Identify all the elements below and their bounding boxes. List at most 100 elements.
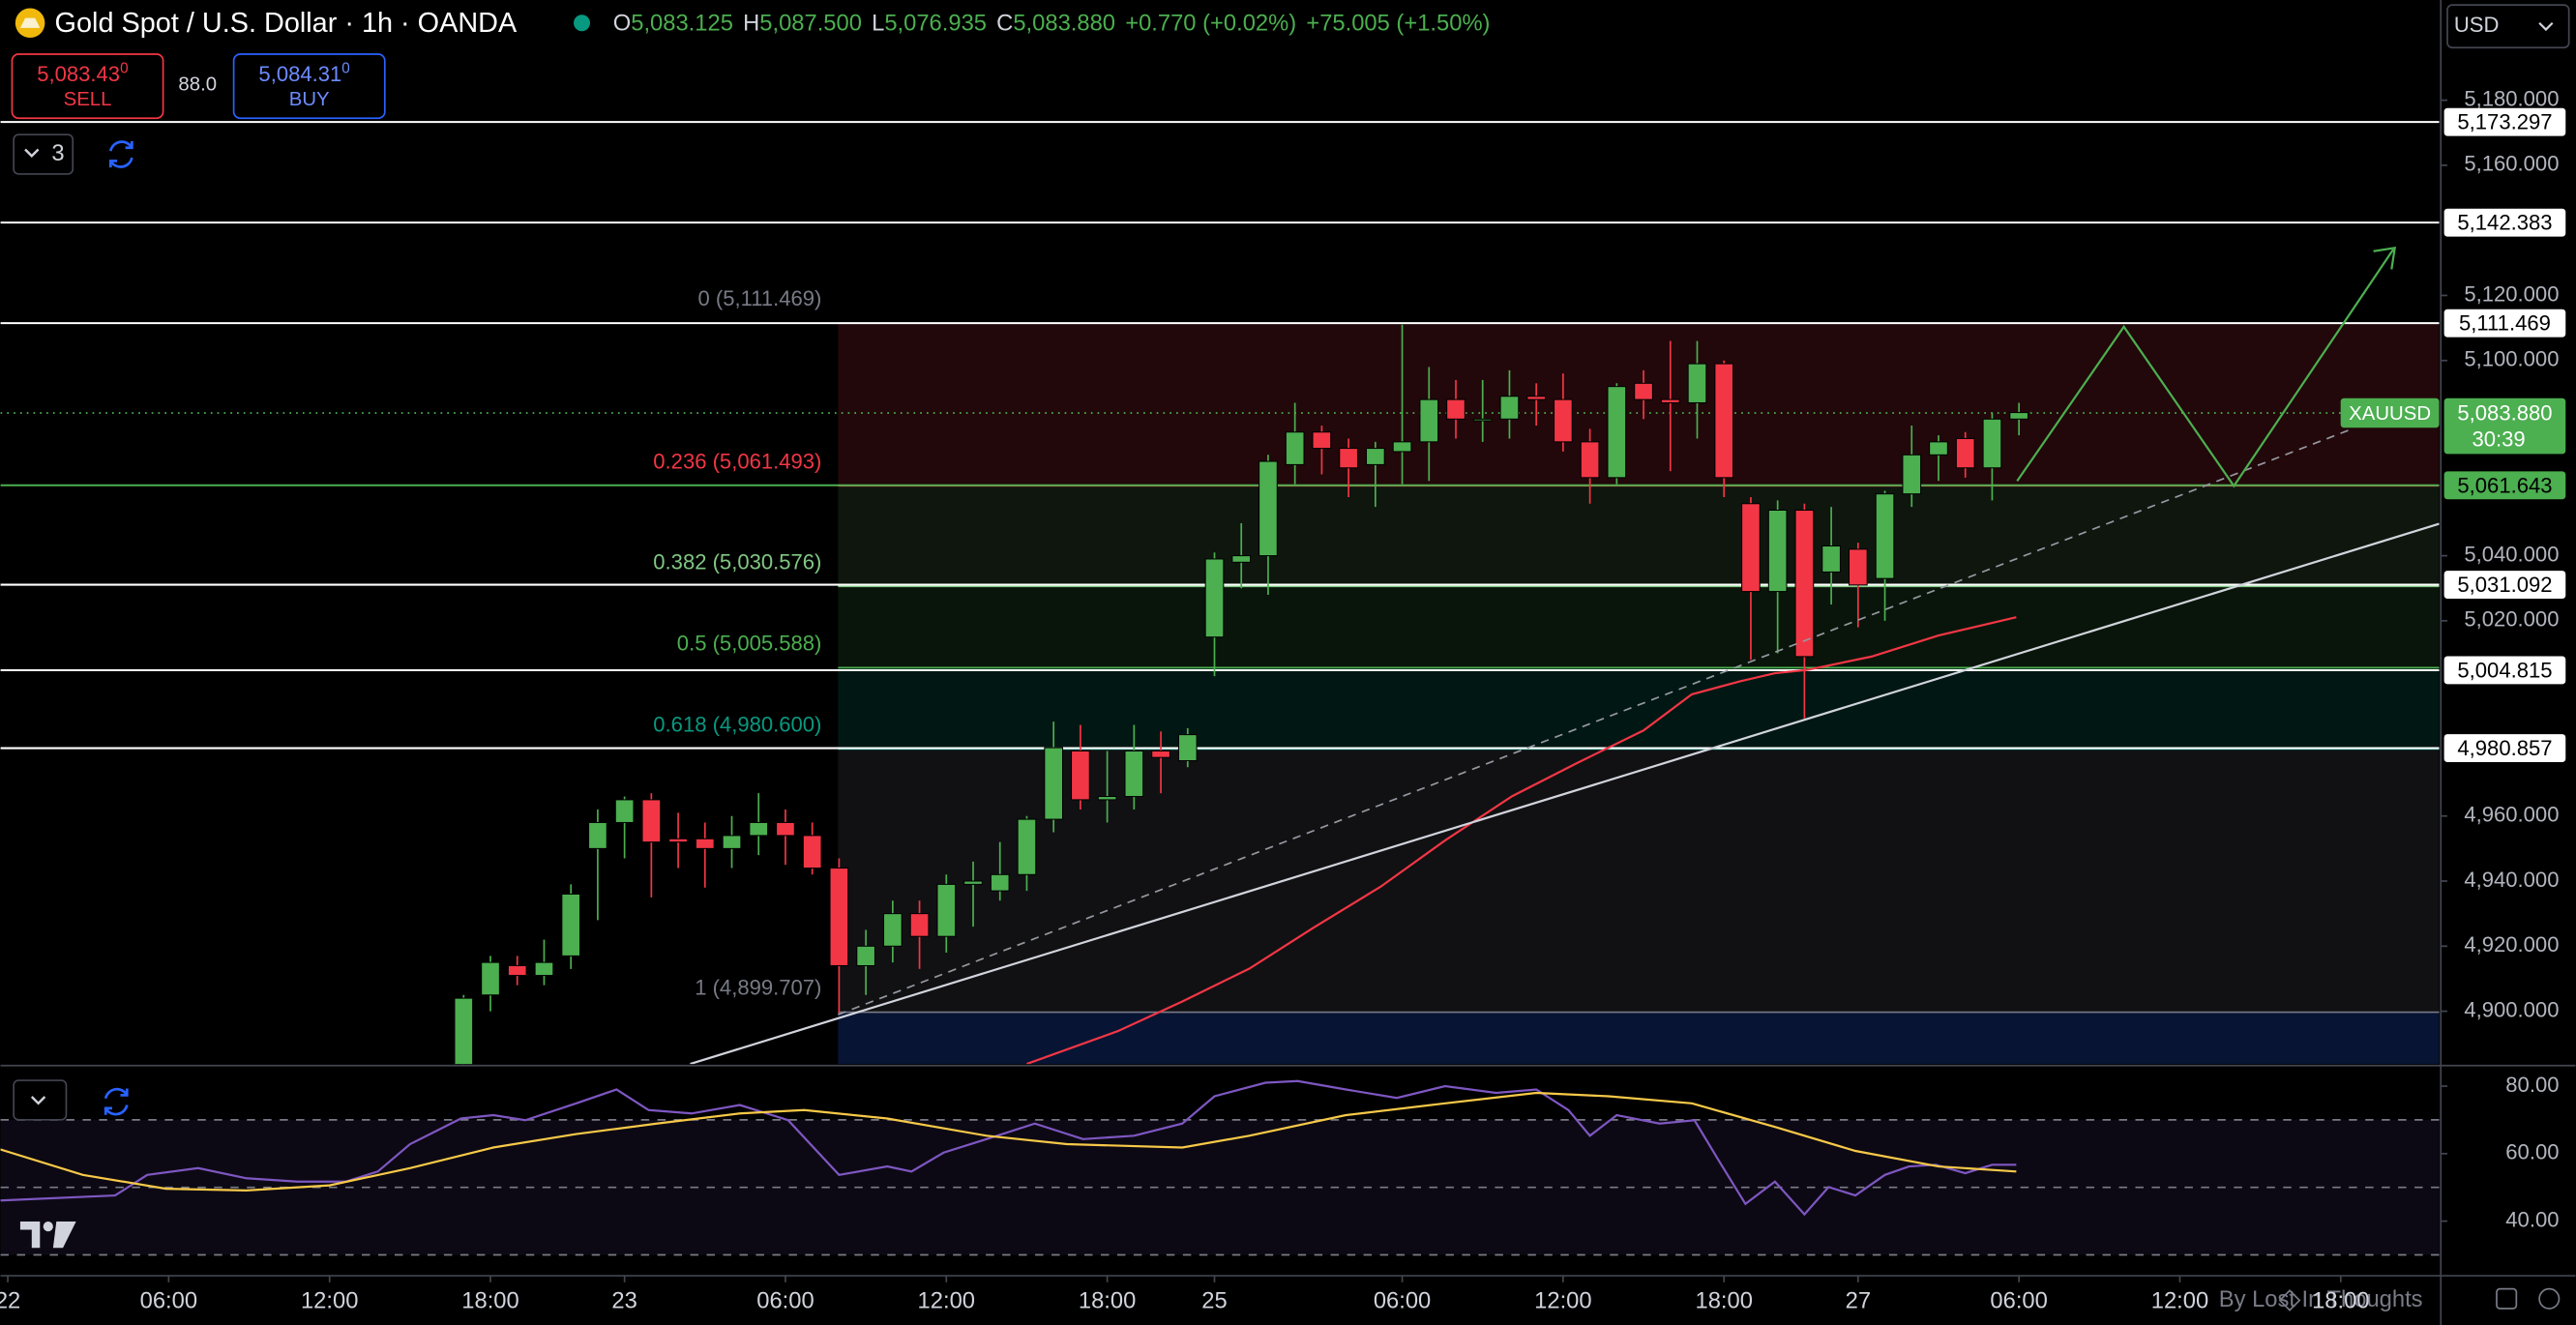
chevron [30, 1096, 46, 1105]
spread: 88.0 [178, 74, 217, 96]
x-tick-label: 06:00 [140, 1288, 197, 1314]
y-tick-label: 5,040.000 [2464, 542, 2559, 566]
x-tick-label: 12:00 [918, 1288, 975, 1314]
fib-zone [838, 323, 2440, 486]
candle-body [1285, 431, 1305, 465]
candle-body [990, 873, 1010, 892]
buy-price[interactable]: 5,084.310 [258, 60, 349, 86]
buy-price-sup: 0 [341, 60, 350, 76]
candle-body [1580, 441, 1600, 479]
candle-body [1365, 448, 1385, 465]
level-tag-label: 5,004.815 [2457, 658, 2552, 682]
y-tick-label: 4,940.000 [2464, 868, 2559, 892]
x-tick-label: 12:00 [2151, 1288, 2208, 1314]
y-tick-label: 5,020.000 [2464, 607, 2559, 632]
buy-button[interactable] [232, 53, 386, 120]
candle-body [1472, 418, 1493, 422]
candle-body [1929, 441, 1948, 456]
candle-body [1634, 382, 1653, 400]
candle-body [481, 961, 500, 996]
candle-body [1017, 818, 1037, 875]
ohlc-key: O [613, 11, 631, 37]
candle-body [776, 821, 795, 837]
candle-body [534, 961, 554, 977]
market-status [574, 15, 591, 32]
level-tag-label: 5,061.643 [2457, 473, 2552, 497]
x-tick-label: 06:00 [1374, 1288, 1431, 1314]
sell-price-value: 5,083.43 [37, 62, 120, 86]
currency-select[interactable] [2446, 4, 2570, 49]
x-tick-label: 06:00 [1990, 1288, 2047, 1314]
candle-body [614, 799, 635, 823]
level-tag [2443, 309, 2566, 338]
price-scale: 5,180.000 5,160.000 5,120.000 5,100.000 5,04… [2441, 86, 2566, 1231]
ohlc-key: H [743, 11, 759, 37]
ohlc-value: 5,087.500 [759, 11, 862, 37]
watermark-icon [2496, 1287, 2518, 1310]
candle-body [1767, 509, 1788, 593]
y-tick-label: 4,960.000 [2464, 803, 2559, 827]
candle-body [507, 964, 527, 977]
ohlc-key: L [872, 11, 884, 37]
currency: USD [2454, 13, 2500, 37]
sync-icon[interactable] [104, 1087, 129, 1116]
projection-arrow [2373, 247, 2397, 270]
y-tick-label: 5,120.000 [2464, 281, 2559, 306]
indicator-line [0, 1091, 2017, 1192]
x-tick-label: 18:00 [2312, 1288, 2369, 1314]
buy-price-value: 5,084.31 [258, 62, 341, 86]
level-tag-label: 5,031.092 [2457, 573, 2552, 597]
change: +0.770 (+0.02%) [1125, 11, 1296, 37]
candle-body [1177, 734, 1198, 762]
indicator-toggle[interactable] [13, 133, 74, 175]
level-tag [2443, 471, 2566, 500]
candle-body [1151, 750, 1170, 758]
y-tick-label: 5,180.000 [2464, 86, 2559, 110]
x-tick-label: 25 [1201, 1288, 1227, 1314]
fib-label: 0 (5,111.469) [697, 286, 821, 310]
level-tag-label: 5,142.383 [2457, 211, 2552, 235]
candle-body [1554, 398, 1573, 443]
candle-body [909, 913, 930, 937]
candle-body [588, 821, 607, 849]
rsi-toggle[interactable] [13, 1079, 68, 1121]
watermark: By Lost In Thoughts [2219, 1286, 2423, 1312]
symbol-icon-glyph [19, 17, 41, 28]
ohlc-legend: O5,083.125 H5,087.500 L5,076.935 C5,083.880… [613, 11, 1491, 37]
level-tag [2443, 656, 2566, 685]
fib-zone [838, 586, 2440, 668]
level-tag [2443, 107, 2566, 136]
x-tick-label: 06:00 [756, 1288, 814, 1314]
sell-price-sup: 0 [120, 60, 129, 76]
indicator-line [1026, 616, 2017, 1065]
fib-label: 1 (4,899.707) [695, 976, 821, 1000]
y-tick-label: 5,100.000 [2464, 347, 2559, 371]
candle-body [1660, 398, 1680, 403]
candle-body [829, 868, 849, 966]
y-tick-label: 5,160.000 [2464, 152, 2559, 176]
last-price-tag [2443, 398, 2566, 455]
y-tick-label: 40.00 [2505, 1207, 2559, 1231]
indicator-line [0, 1079, 2017, 1217]
sell-button[interactable] [11, 53, 164, 120]
buy-label[interactable]: BUY [289, 89, 330, 110]
candle-body [1902, 454, 1922, 495]
candle-body [882, 913, 903, 947]
candle-body [1955, 437, 1975, 469]
candle-body [695, 838, 715, 849]
ohlc-value: 5,083.880 [1013, 11, 1115, 37]
last-symbol: XAUUSD [2349, 403, 2431, 425]
rsi-pane [0, 1079, 2440, 1256]
level-tag-label: 5,111.469 [2459, 311, 2551, 336]
level-tag [2443, 208, 2566, 237]
fib-zone [838, 1012, 2440, 1065]
sell-price[interactable]: 5,083.430 [37, 60, 128, 86]
sell-label[interactable]: SELL [64, 89, 112, 110]
tv-logo [19, 1222, 76, 1249]
sync-icon[interactable] [108, 140, 133, 168]
candle-body [1982, 418, 2002, 469]
x-tick-label: 12:00 [1534, 1288, 1591, 1314]
projection-path [2016, 249, 2394, 488]
fib-zone [838, 486, 2440, 587]
